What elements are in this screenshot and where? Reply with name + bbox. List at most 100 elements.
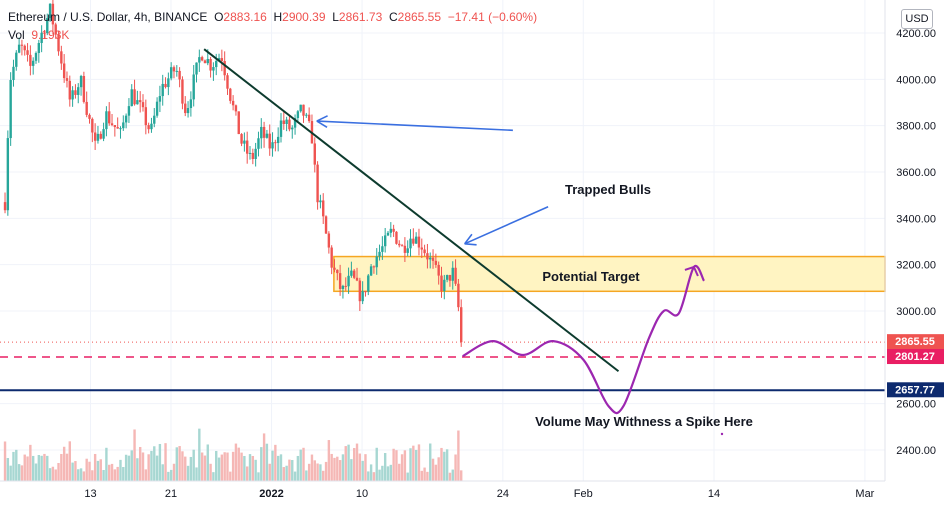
volume-bar	[164, 443, 167, 481]
vol-value: 9.193K	[31, 28, 70, 42]
candle-body	[237, 111, 240, 135]
candle-body	[141, 102, 145, 108]
volume-bar	[386, 466, 390, 481]
candle-body	[448, 275, 452, 281]
candle-body	[251, 152, 255, 159]
x-tick-label: 10	[356, 488, 368, 500]
volume-bar	[265, 443, 269, 481]
volume-bar	[302, 447, 305, 481]
candle-body	[257, 138, 260, 149]
candle-body	[74, 90, 77, 95]
volume-bar	[243, 455, 246, 481]
candle-body	[268, 133, 271, 149]
candle-body	[209, 59, 212, 71]
candle-body	[327, 233, 331, 248]
candle-body	[285, 119, 288, 124]
y-tick-label: 4000.00	[896, 74, 936, 86]
volume-bar	[369, 464, 373, 481]
volume-bar	[110, 463, 114, 481]
volume-bar	[229, 471, 232, 481]
x-tick-label: 21	[165, 488, 177, 500]
candle-body	[412, 238, 415, 244]
candle-body	[110, 123, 114, 126]
volume-bar	[431, 458, 435, 481]
x-tick-label: Feb	[574, 488, 593, 500]
candle-body	[124, 115, 128, 123]
volume-bar	[251, 455, 255, 481]
candle-body	[215, 60, 218, 68]
candle-body	[400, 245, 404, 247]
candle-body	[417, 236, 421, 248]
volume-bar	[71, 462, 74, 481]
volume-bar	[99, 459, 102, 481]
candle-body	[307, 114, 311, 122]
volume-bar	[310, 454, 314, 481]
volume-bar	[313, 460, 316, 481]
y-tick-label: 3800.00	[896, 121, 936, 133]
candle-body	[305, 114, 308, 116]
y-tick-label: 2400.00	[896, 445, 936, 457]
volume-bar	[240, 452, 243, 481]
candle-body	[313, 143, 316, 165]
volume-bar	[43, 453, 46, 481]
y-tick-label: 2600.00	[896, 399, 936, 411]
volume-bar	[443, 451, 446, 481]
candle-body	[29, 54, 32, 66]
candle-body	[167, 78, 170, 88]
candle-body	[234, 105, 238, 112]
candle-body	[119, 128, 122, 130]
low-label: L	[332, 10, 339, 24]
volume-bar	[184, 456, 187, 481]
candle-body	[378, 251, 381, 257]
volume-bar	[138, 446, 142, 481]
volume-bar	[175, 447, 178, 481]
volume-bar	[181, 451, 184, 481]
candle-body	[454, 267, 457, 284]
volume-bar	[305, 470, 308, 481]
candle-body	[338, 273, 342, 289]
x-tick-label: 14	[708, 488, 720, 500]
volume-bar	[226, 452, 229, 481]
volume-bar	[333, 457, 336, 481]
volume-bar	[254, 459, 257, 481]
candle-body	[161, 83, 164, 97]
candle-body	[414, 236, 418, 244]
candle-body	[440, 275, 443, 291]
candle-body	[330, 247, 333, 268]
candle-body	[51, 3, 55, 25]
candle-body	[153, 115, 156, 124]
volume-bar	[451, 469, 454, 481]
volume-bar	[127, 455, 131, 481]
candle-body	[91, 118, 94, 133]
candle-body	[113, 125, 117, 128]
candle-body	[409, 238, 412, 249]
candle-body	[364, 291, 367, 293]
volume-bar	[274, 444, 277, 481]
volume-bar	[74, 461, 77, 481]
candle-body	[254, 148, 257, 159]
candle-body	[85, 101, 88, 115]
currency-button[interactable]: USD	[901, 9, 933, 29]
candle-body	[296, 111, 300, 118]
volume-bar	[378, 469, 381, 481]
volume-bar	[206, 444, 209, 481]
y-tick-label: 3200.00	[896, 260, 936, 272]
candle-body	[426, 253, 429, 260]
volume-bar	[400, 454, 404, 481]
candle-body	[164, 83, 167, 88]
volume-bar	[429, 443, 432, 481]
volume-bar	[220, 454, 224, 481]
volume-bar	[161, 464, 164, 481]
candle-body	[175, 70, 178, 72]
volume-bar	[96, 460, 100, 481]
candle-body	[344, 285, 347, 287]
candle-body	[353, 270, 356, 278]
volume-bar	[20, 465, 24, 481]
candle-body	[403, 245, 407, 253]
volume-bar	[48, 468, 52, 481]
volume-bar	[23, 454, 26, 481]
x-tick-label: 13	[84, 488, 96, 500]
candle-body	[212, 67, 215, 71]
forecast-path	[462, 264, 705, 415]
